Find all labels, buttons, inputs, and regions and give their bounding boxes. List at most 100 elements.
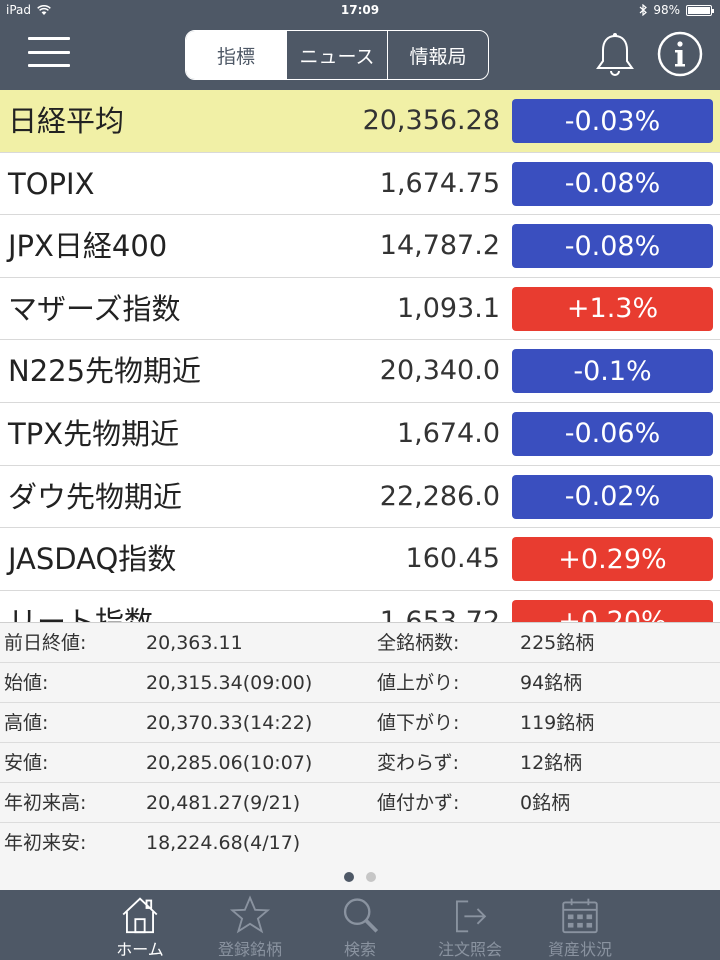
change-badge: -0.03% (512, 99, 713, 143)
detail-value: 94銘柄 (520, 672, 583, 694)
index-row[interactable]: JPX日経400 14,787.2 -0.08% (0, 215, 720, 278)
device-name: iPad (6, 3, 32, 17)
index-details: 前日終値: 20,363.11 全銘柄数: 225銘柄始値: 20,315.34(09:… (0, 622, 720, 863)
index-row[interactable]: TOPIX 1,674.75 -0.08% (0, 153, 720, 216)
change-badge: -0.02% (512, 474, 713, 519)
detail-value: 0銘柄 (520, 792, 571, 814)
index-name: マザーズ指数 (8, 291, 181, 326)
page-indicator[interactable] (0, 863, 720, 890)
index-name: リート指数 (8, 604, 154, 622)
detail-label: 安値: (4, 752, 49, 774)
index-value: 14,787.2 (379, 230, 500, 262)
page-dot[interactable] (366, 871, 376, 882)
index-row[interactable]: マザーズ指数 1,093.1 +1.3% (0, 278, 720, 341)
tab-assets[interactable]: 資産状況 (525, 890, 635, 960)
detail-label: 始値: (4, 672, 49, 694)
index-name: JPX日経400 (8, 229, 168, 264)
change-badge: -0.1% (512, 349, 713, 394)
tab-bar: ホーム 登録銘柄 検索 注文照会 資産状況 (0, 890, 720, 960)
index-value: 1,093.1 (396, 292, 500, 324)
index-value: 1,674.75 (379, 167, 500, 199)
index-value: 22,286.0 (379, 480, 500, 512)
detail-label: 値下がり: (377, 712, 460, 734)
menu-icon[interactable] (28, 35, 70, 69)
detail-label: 年初来高: (4, 792, 87, 814)
change-badge: -0.08% (512, 224, 713, 269)
change-badge: +1.3% (512, 286, 713, 331)
bluetooth-icon (639, 4, 648, 16)
change-badge: -0.08% (512, 161, 713, 206)
status-left: iPad (6, 3, 51, 17)
detail-label: 年初来安: (4, 832, 87, 854)
change-badge: -0.06% (512, 411, 713, 456)
detail-label: 前日終値: (4, 632, 87, 654)
detail-row: 始値: 20,315.34(09:00) 値上がり: 94銘柄 (0, 663, 720, 703)
tab-label: 登録銘柄 (217, 940, 282, 959)
index-row[interactable]: ダウ先物期近 22,286.0 -0.02% (0, 466, 720, 529)
index-value: 160.45 (405, 543, 500, 575)
battery-icon (686, 4, 714, 16)
tab-label: 資産状況 (547, 940, 612, 959)
status-right: 98% (639, 3, 714, 17)
index-name: JASDAQ指数 (8, 542, 177, 577)
home-icon (122, 897, 158, 934)
detail-row: 年初来高: 20,481.27(9/21) 値付かず: 0銘柄 (0, 783, 720, 823)
index-value: 1,674.0 (396, 417, 500, 449)
detail-value: 119銘柄 (520, 712, 595, 734)
index-name: TOPIX (8, 166, 95, 201)
index-value: 1,653.72 (379, 605, 500, 622)
detail-value: 20,315.34(09:00) (146, 672, 313, 694)
index-name: 日経平均 (8, 104, 125, 138)
tab-indices[interactable]: 指標 (186, 31, 286, 79)
tab-label: 検索 (343, 940, 376, 959)
battery-percent: 98% (653, 3, 680, 17)
tab-info-bureau[interactable]: 情報局 (387, 31, 488, 79)
detail-label: 高値: (4, 712, 49, 734)
detail-label: 値付かず: (377, 792, 460, 814)
status-time: 17:09 (340, 3, 380, 17)
detail-row: 高値: 20,370.33(14:22) 値下がり: 119銘柄 (0, 703, 720, 743)
index-row[interactable]: 日経平均 20,356.28 -0.03% (0, 90, 720, 153)
tab-order-inquiry[interactable]: 注文照会 (415, 890, 525, 960)
detail-value: 12銘柄 (520, 752, 583, 774)
status-bar: iPad 17:09 98% (0, 0, 720, 20)
detail-value: 20,370.33(14:22) (146, 712, 313, 734)
search-icon (343, 898, 379, 933)
detail-value: 225銘柄 (520, 632, 595, 654)
index-name: N225先物期近 (8, 354, 202, 389)
tab-label: ホーム (116, 940, 164, 959)
index-list[interactable]: 日経平均 20,356.28 -0.03% TOPIX 1,674.75 -0.08% JP… (0, 90, 720, 622)
index-name: ダウ先物期近 (8, 479, 183, 514)
order-icon (456, 900, 487, 933)
detail-value: 20,363.11 (146, 632, 243, 654)
detail-row: 年初来安: 18,224.68(4/17) (0, 823, 720, 863)
index-value: 20,340.0 (379, 355, 500, 387)
change-badge: +0.20% (512, 599, 713, 622)
index-row[interactable]: リート指数 1,653.72 +0.20% (0, 591, 720, 622)
info-icon[interactable] (656, 30, 704, 78)
tab-watchlist[interactable]: 登録銘柄 (195, 890, 305, 960)
detail-label: 全銘柄数: (377, 632, 460, 654)
bell-icon[interactable] (590, 30, 640, 80)
index-row[interactable]: JASDAQ指数 160.45 +0.29% (0, 528, 720, 591)
change-badge: +0.29% (512, 537, 713, 582)
detail-value: 20,285.06(10:07) (146, 752, 313, 774)
index-value: 20,356.28 (362, 105, 500, 136)
detail-value: 20,481.27(9/21) (146, 792, 301, 814)
index-row[interactable]: TPX先物期近 1,674.0 -0.06% (0, 403, 720, 466)
tab-label: 注文照会 (437, 940, 502, 959)
detail-value: 18,224.68(4/17) (146, 832, 301, 854)
tab-news[interactable]: ニュース (286, 31, 387, 79)
page-dot[interactable] (344, 871, 354, 882)
index-name: TPX先物期近 (8, 416, 180, 451)
segmented-control: 指標 ニュース 情報局 (185, 30, 489, 80)
detail-row: 安値: 20,285.06(10:07) 変わらず: 12銘柄 (0, 743, 720, 783)
detail-row: 前日終値: 20,363.11 全銘柄数: 225銘柄 (0, 623, 720, 663)
calendar-icon (562, 898, 598, 934)
wifi-icon (37, 4, 51, 15)
detail-label: 値上がり: (377, 672, 460, 694)
index-row[interactable]: N225先物期近 20,340.0 -0.1% (0, 340, 720, 403)
tab-home[interactable]: ホーム (85, 890, 195, 960)
star-icon (229, 895, 271, 934)
tab-search[interactable]: 検索 (305, 890, 415, 960)
